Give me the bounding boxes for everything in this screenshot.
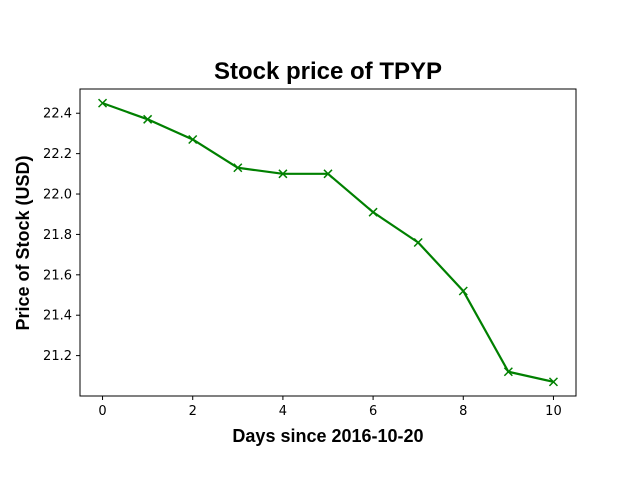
data-point-marker: [548, 377, 558, 387]
data-point-marker: [368, 207, 378, 217]
data-point-marker: [323, 169, 333, 179]
x-axis-label: Days since 2016-10-20: [232, 426, 423, 446]
plot-area: [79, 88, 577, 397]
series-markers: [98, 98, 558, 387]
plot-frame: [79, 88, 577, 397]
y-tick-label: 21.6: [43, 268, 72, 283]
y-tick-label: 21.4: [43, 309, 72, 324]
data-point-marker: [233, 163, 243, 173]
x-tick-label: 0: [98, 404, 106, 419]
y-tick-label: 21.2: [43, 349, 72, 364]
y-axis-label: Price of Stock (USD): [13, 155, 33, 330]
y-tick-label: 22.4: [43, 107, 72, 122]
y-tick-label: 22.2: [43, 147, 72, 162]
x-tick-label: 8: [459, 404, 467, 419]
data-point-marker: [143, 114, 153, 124]
y-tick-label: 21.8: [43, 228, 72, 243]
x-tick-label: 6: [369, 404, 377, 419]
data-point-marker: [278, 169, 288, 179]
x-tick-label: 4: [279, 404, 287, 419]
x-axis: 0 2 4 6 8 10: [98, 396, 562, 419]
x-tick-label: 2: [189, 404, 197, 419]
data-point-marker: [98, 98, 108, 108]
chart-title: Stock price of TPYP: [214, 58, 442, 85]
x-tick-label: 10: [545, 404, 562, 419]
data-point-marker: [458, 286, 468, 296]
data-point-marker: [188, 134, 198, 145]
y-tick-label: 22.0: [43, 188, 72, 203]
data-point-marker: [413, 237, 423, 248]
data-point-marker: [503, 367, 513, 377]
y-axis: 21.2 21.4 21.6 21.8 22.0 22.2 22.4: [43, 107, 80, 364]
